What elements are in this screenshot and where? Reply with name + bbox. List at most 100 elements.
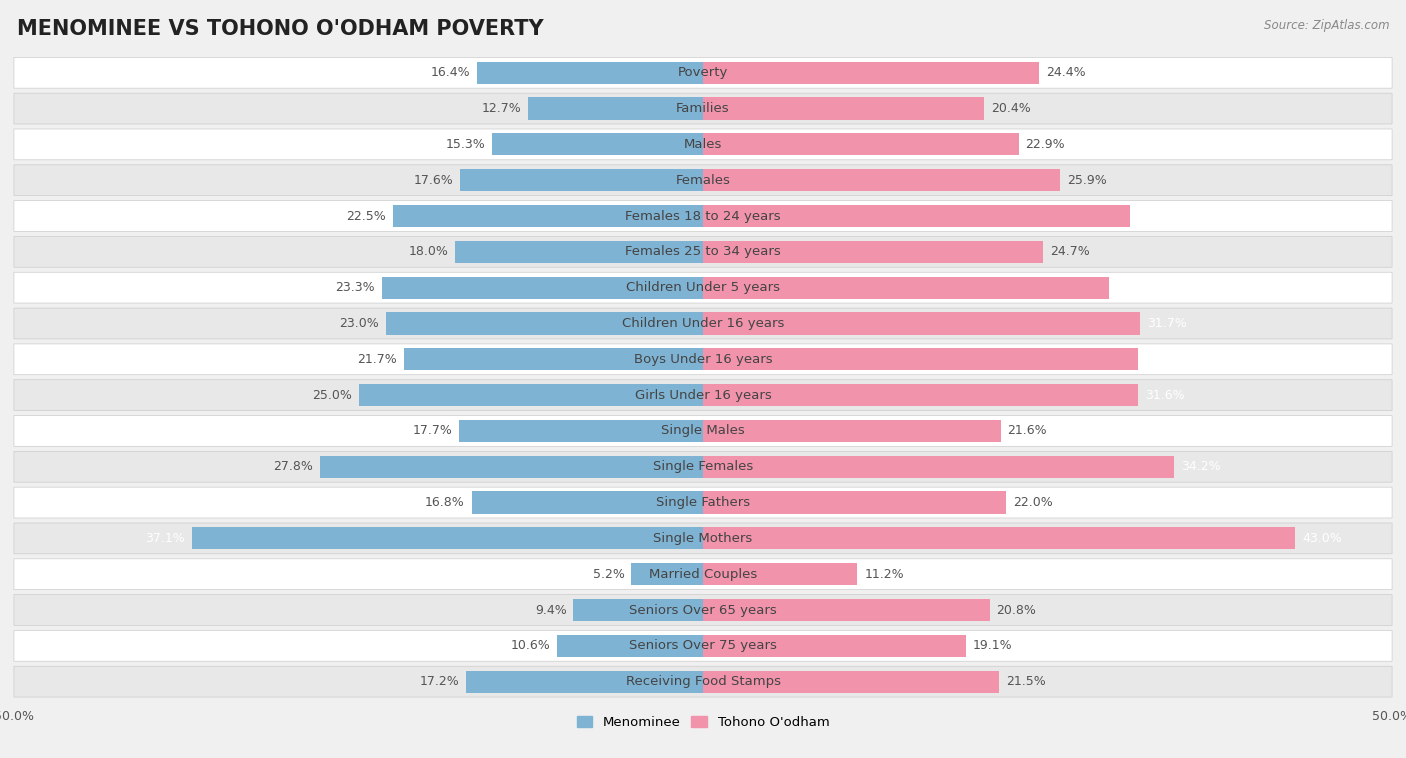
Bar <box>321 456 703 478</box>
Text: 20.8%: 20.8% <box>997 603 1036 616</box>
Bar <box>529 98 703 120</box>
Bar <box>703 634 966 657</box>
FancyBboxPatch shape <box>14 523 1392 554</box>
Legend: Menominee, Tohono O'odham: Menominee, Tohono O'odham <box>571 710 835 735</box>
Text: 24.7%: 24.7% <box>1050 246 1090 258</box>
Bar <box>382 277 703 299</box>
Bar <box>703 420 1001 442</box>
Text: 43.0%: 43.0% <box>1302 532 1343 545</box>
Text: Children Under 16 years: Children Under 16 years <box>621 317 785 330</box>
Bar <box>703 384 1139 406</box>
Text: 16.4%: 16.4% <box>430 66 470 80</box>
Bar <box>492 133 703 155</box>
Bar <box>477 61 703 84</box>
FancyBboxPatch shape <box>14 272 1392 303</box>
Bar <box>460 420 703 442</box>
Bar <box>703 98 984 120</box>
Bar <box>703 169 1060 191</box>
Bar <box>703 528 1295 550</box>
Bar <box>404 348 703 371</box>
Text: 20.4%: 20.4% <box>991 102 1031 115</box>
Bar <box>456 241 703 263</box>
FancyBboxPatch shape <box>14 594 1392 625</box>
Text: Single Fathers: Single Fathers <box>657 496 749 509</box>
Text: Source: ZipAtlas.com: Source: ZipAtlas.com <box>1264 19 1389 32</box>
Text: 17.7%: 17.7% <box>412 424 453 437</box>
Text: 37.1%: 37.1% <box>145 532 186 545</box>
Text: 21.5%: 21.5% <box>1007 675 1046 688</box>
Text: Females 18 to 24 years: Females 18 to 24 years <box>626 209 780 223</box>
Text: Single Females: Single Females <box>652 460 754 473</box>
Text: 31.6%: 31.6% <box>1146 352 1185 366</box>
Bar <box>703 133 1018 155</box>
Bar <box>703 456 1174 478</box>
Text: Receiving Food Stamps: Receiving Food Stamps <box>626 675 780 688</box>
FancyBboxPatch shape <box>14 344 1392 374</box>
Text: Single Males: Single Males <box>661 424 745 437</box>
Bar <box>703 205 1130 227</box>
Text: 23.0%: 23.0% <box>339 317 380 330</box>
Text: 25.0%: 25.0% <box>312 389 352 402</box>
Text: 31.7%: 31.7% <box>1147 317 1187 330</box>
FancyBboxPatch shape <box>14 308 1392 339</box>
Text: 31.6%: 31.6% <box>1146 389 1185 402</box>
Bar <box>703 599 990 621</box>
Text: Girls Under 16 years: Girls Under 16 years <box>634 389 772 402</box>
Text: 9.4%: 9.4% <box>534 603 567 616</box>
Text: 31.0%: 31.0% <box>1137 209 1177 223</box>
Bar <box>703 563 858 585</box>
FancyBboxPatch shape <box>14 631 1392 661</box>
Text: Married Couples: Married Couples <box>650 568 756 581</box>
Text: 23.3%: 23.3% <box>336 281 375 294</box>
Text: 22.0%: 22.0% <box>1012 496 1053 509</box>
Text: MENOMINEE VS TOHONO O'ODHAM POVERTY: MENOMINEE VS TOHONO O'ODHAM POVERTY <box>17 19 544 39</box>
Bar <box>387 312 703 334</box>
FancyBboxPatch shape <box>14 164 1392 196</box>
Bar <box>703 671 1000 693</box>
Text: Females: Females <box>675 174 731 186</box>
Bar <box>631 563 703 585</box>
FancyBboxPatch shape <box>14 380 1392 411</box>
Bar <box>557 634 703 657</box>
Text: 29.5%: 29.5% <box>1116 281 1156 294</box>
FancyBboxPatch shape <box>14 666 1392 697</box>
Bar <box>574 599 703 621</box>
Text: Seniors Over 75 years: Seniors Over 75 years <box>628 639 778 653</box>
FancyBboxPatch shape <box>14 58 1392 88</box>
Bar <box>471 491 703 514</box>
FancyBboxPatch shape <box>14 93 1392 124</box>
Text: 11.2%: 11.2% <box>865 568 904 581</box>
Text: 16.8%: 16.8% <box>425 496 464 509</box>
Bar <box>703 312 1140 334</box>
Bar <box>461 169 703 191</box>
FancyBboxPatch shape <box>14 415 1392 446</box>
Text: Single Mothers: Single Mothers <box>654 532 752 545</box>
Bar <box>703 61 1039 84</box>
Text: 17.2%: 17.2% <box>419 675 460 688</box>
FancyBboxPatch shape <box>14 451 1392 482</box>
FancyBboxPatch shape <box>14 487 1392 518</box>
FancyBboxPatch shape <box>14 559 1392 590</box>
Text: Seniors Over 65 years: Seniors Over 65 years <box>628 603 778 616</box>
Text: 25.9%: 25.9% <box>1067 174 1107 186</box>
Text: 19.1%: 19.1% <box>973 639 1012 653</box>
Bar <box>359 384 703 406</box>
Text: 22.9%: 22.9% <box>1025 138 1066 151</box>
Text: 5.2%: 5.2% <box>592 568 624 581</box>
Bar <box>703 348 1139 371</box>
Bar <box>703 277 1109 299</box>
Text: Families: Families <box>676 102 730 115</box>
Text: 21.7%: 21.7% <box>357 352 396 366</box>
Text: 15.3%: 15.3% <box>446 138 485 151</box>
Text: 21.6%: 21.6% <box>1008 424 1047 437</box>
Text: Males: Males <box>683 138 723 151</box>
Text: Poverty: Poverty <box>678 66 728 80</box>
Text: Boys Under 16 years: Boys Under 16 years <box>634 352 772 366</box>
Text: 27.8%: 27.8% <box>273 460 314 473</box>
Text: 17.6%: 17.6% <box>413 174 454 186</box>
Bar <box>703 241 1043 263</box>
Text: 18.0%: 18.0% <box>408 246 449 258</box>
Text: 10.6%: 10.6% <box>510 639 550 653</box>
FancyBboxPatch shape <box>14 236 1392 268</box>
Text: Children Under 5 years: Children Under 5 years <box>626 281 780 294</box>
